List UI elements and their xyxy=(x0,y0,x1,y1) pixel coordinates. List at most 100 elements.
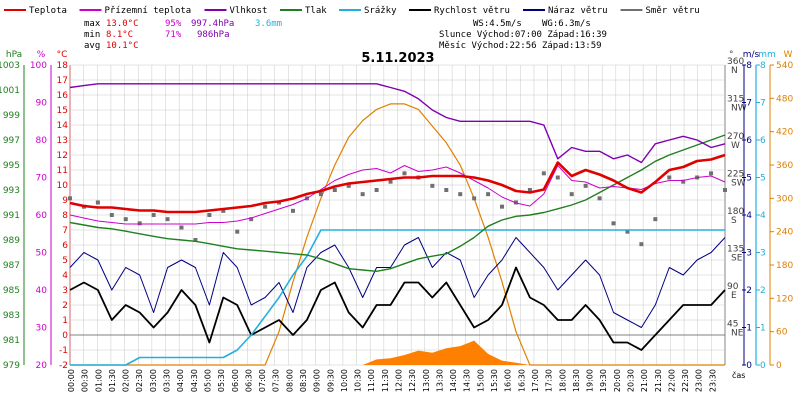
axis-mm-tick: 3 xyxy=(760,249,766,259)
x-tick-label: 20:00 xyxy=(613,369,622,392)
legend: Teplota Přízemní teplota Vlhkost Tlak Srážky… xyxy=(4,6,700,16)
axis-celsius-tick: 14 xyxy=(57,121,69,131)
x-tick-label: 05:00 xyxy=(203,369,212,392)
plot-area xyxy=(68,83,727,366)
x-tick-label: 21:30 xyxy=(654,369,663,392)
x-tick-label: 11:00 xyxy=(367,369,376,392)
stat-max-press: 997.4hPa xyxy=(191,19,234,29)
x-tick-label: 13:00 xyxy=(422,369,431,392)
x-tick-label: 10:30 xyxy=(354,369,363,392)
axis-w-tick: 540 xyxy=(776,61,793,71)
wind-direction-point xyxy=(458,192,463,197)
axis-percent-tick: 40 xyxy=(36,286,48,296)
axis-w-tick: 120 xyxy=(776,294,793,304)
x-tick-label: 04:00 xyxy=(176,369,185,392)
stat-avg-temp: 10.1°C xyxy=(106,41,139,51)
axis-percent-tick: 70 xyxy=(36,174,48,184)
wind-direction-point xyxy=(318,192,323,197)
stat-min-hum: 71% xyxy=(165,30,182,40)
axis-celsius-tick: 9 xyxy=(62,196,68,206)
x-tick-label: 19:30 xyxy=(599,369,608,392)
wind-direction-point xyxy=(249,217,254,222)
x-tick-label: 16:30 xyxy=(517,369,526,392)
x-tick-label: 16:00 xyxy=(504,369,513,392)
x-tick-label: 08:00 xyxy=(285,369,294,392)
x-tick-label: 02:30 xyxy=(135,369,144,392)
axis-celsius-tick: 13 xyxy=(57,136,68,146)
series-humidity-line xyxy=(69,83,726,164)
axis-celsius-tick: 10 xyxy=(57,181,69,191)
axis-hpa-tick: 987 xyxy=(3,261,20,271)
axis-hpa-unit: hPa xyxy=(6,50,22,60)
axis-direction-tick: SW xyxy=(731,179,746,189)
axis-percent-tick: 60 xyxy=(36,211,48,221)
axis-celsius-tick: 6 xyxy=(62,241,68,251)
axis-mm-tick: 1 xyxy=(760,324,766,334)
axis-hpa-tick: 1001 xyxy=(0,86,20,96)
series-ground-temp-line xyxy=(69,165,726,225)
axis-direction-tick: NW xyxy=(731,104,747,114)
x-tick-label: 06:30 xyxy=(244,369,253,392)
wind-direction-point xyxy=(541,171,546,176)
wind-direction-point xyxy=(123,217,128,222)
x-tick-label: 04:30 xyxy=(190,369,199,392)
axis-mm-tick: 6 xyxy=(760,136,766,146)
x-tick-label: 00:30 xyxy=(81,369,90,392)
x-tick-label: 06:00 xyxy=(231,369,240,392)
x-tick-label: 02:00 xyxy=(122,369,131,392)
axis-ms-tick: 4 xyxy=(746,211,752,221)
x-axis-label: čas xyxy=(732,370,745,380)
axis-ms-tick: 0 xyxy=(746,361,752,371)
wind-direction-point xyxy=(430,183,435,188)
axis-mm-tick: 8 xyxy=(760,61,766,71)
axis-mm-tick: 4 xyxy=(760,211,766,221)
x-tick-label: 01:00 xyxy=(94,369,103,392)
x-tick-label: 21:00 xyxy=(640,369,649,392)
stat-max-hum: 95% xyxy=(165,19,182,29)
wind-direction-point xyxy=(486,192,491,197)
axis-hpa-tick: 981 xyxy=(3,336,20,346)
axis-percent-tick: 20 xyxy=(36,361,48,371)
axis-celsius-tick: 2 xyxy=(62,301,68,311)
x-tick-label: 13:30 xyxy=(435,369,444,392)
stat-moon: Měsíc Východ:22:56 Západ:13:59 xyxy=(439,41,602,51)
stat-max-rain: 3.6mm xyxy=(255,19,282,29)
x-tick-label: 18:30 xyxy=(572,369,581,392)
axis-celsius-tick: 0 xyxy=(62,331,68,341)
axis-percent-tick: 90 xyxy=(36,99,48,109)
axis-ms-tick: 8 xyxy=(746,61,752,71)
wind-direction-point xyxy=(569,192,574,197)
axis-ms-tick: 7 xyxy=(746,99,752,109)
wind-direction-point xyxy=(360,192,365,197)
axis-direction-tick: NE xyxy=(731,329,744,339)
axis-hpa-tick: 995 xyxy=(3,161,20,171)
stat-min-label: min xyxy=(84,30,100,40)
wind-direction-point xyxy=(472,196,477,201)
axis-celsius-tick: 17 xyxy=(57,76,68,86)
stat-wind-speed: WS:4.5m/s xyxy=(473,19,522,29)
wind-direction-point xyxy=(681,179,686,184)
axis-ms-tick: 2 xyxy=(746,286,752,296)
axes: hPa9799819839859879899919939959979991001… xyxy=(0,50,793,392)
x-tick-label: 15:00 xyxy=(476,369,485,392)
wind-direction-point xyxy=(555,175,560,180)
axis-direction-tick: E xyxy=(731,291,737,301)
wind-direction-point xyxy=(667,175,672,180)
axis-w-tick: 360 xyxy=(776,161,793,171)
x-tick-label: 12:00 xyxy=(395,369,404,392)
x-tick-label: 17:00 xyxy=(531,369,540,392)
axis-mm-tick: 5 xyxy=(760,174,766,184)
series-gust-line xyxy=(69,237,726,328)
x-tick-label: 20:30 xyxy=(626,369,635,392)
legend-label-6: Náraz větru xyxy=(548,6,608,16)
stats-panel: max 13.0°C 95% 997.4hPa 3.6mm min 8.1°C … xyxy=(84,19,607,51)
axis-w-tick: 300 xyxy=(776,194,793,204)
axis-w-tick: 420 xyxy=(776,128,793,138)
axis-ms-tick: 6 xyxy=(746,136,752,146)
wind-direction-point xyxy=(95,200,100,205)
x-tick-label: 01:30 xyxy=(108,369,117,392)
axis-mm-unit: mm xyxy=(758,50,776,60)
wind-direction-point xyxy=(527,188,532,192)
x-tick-label: 07:30 xyxy=(272,369,281,392)
x-tick-label: 12:30 xyxy=(408,369,417,392)
